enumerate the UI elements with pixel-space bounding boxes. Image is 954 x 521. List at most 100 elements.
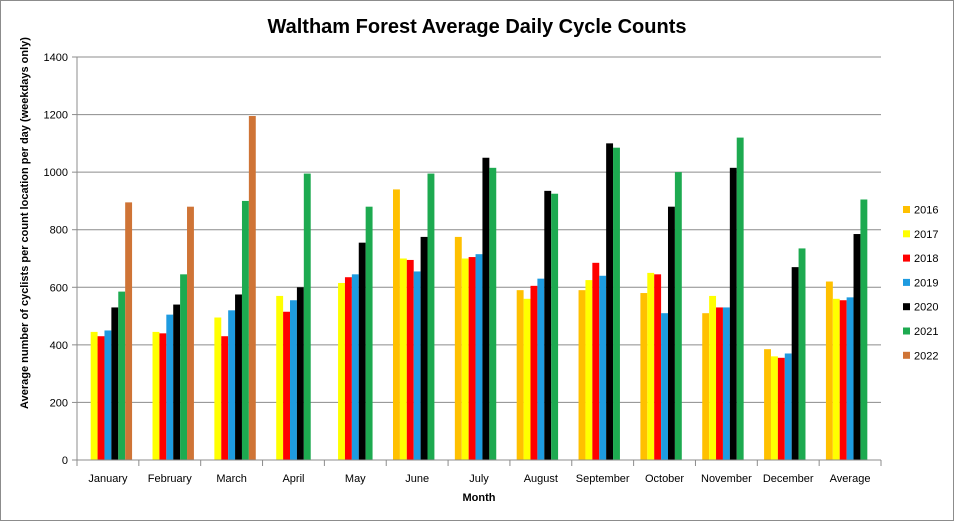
legend-label-2018: 2018	[914, 253, 938, 265]
y-tick-label: 0	[62, 455, 68, 467]
bar-2019-february	[166, 314, 174, 460]
bar-2018-may	[344, 277, 352, 460]
y-tick-label: 1000	[44, 167, 68, 179]
legend-swatch-2019	[903, 278, 910, 286]
legend-swatch-2022	[903, 351, 910, 359]
bar-2019-average	[846, 297, 854, 460]
bar-2021-july	[489, 167, 497, 460]
bar-2016-september	[578, 290, 586, 460]
bar-2020-november	[729, 167, 737, 460]
y-tick-label: 200	[50, 397, 68, 409]
legend-swatch-2020	[903, 303, 910, 311]
bar-2020-may	[358, 242, 366, 460]
bar-2018-december	[777, 357, 785, 460]
chart-title: Waltham Forest Average Daily Cycle Count…	[267, 16, 686, 38]
bar-2016-august	[516, 290, 524, 460]
legend-label-2016: 2016	[914, 205, 938, 217]
bar-2021-average	[860, 199, 868, 460]
bar-2018-april	[283, 311, 291, 460]
bar-2021-february	[180, 274, 188, 460]
bar-2019-april	[290, 300, 297, 460]
legend-swatch-2017	[903, 230, 910, 238]
x-tick-label: August	[524, 473, 558, 485]
bar-2019-july	[475, 254, 483, 460]
y-tick-label: 1400	[44, 52, 68, 64]
x-tick-label: February	[148, 473, 193, 485]
bar-2017-december	[770, 356, 778, 460]
bar-2017-april	[276, 295, 284, 460]
bar-2022-february	[187, 206, 194, 460]
bar-2019-november	[722, 307, 730, 460]
bar-2018-july	[468, 257, 476, 460]
bar-2020-december	[791, 267, 799, 460]
bar-2017-may	[338, 282, 345, 460]
legend-label-2022: 2022	[914, 350, 938, 362]
bar-2016-december	[764, 349, 771, 460]
bar-2020-february	[173, 304, 181, 460]
bar-2016-november	[702, 313, 710, 460]
bar-2016-average	[825, 281, 833, 460]
bar-2019-may	[351, 274, 359, 460]
x-tick-label: April	[282, 473, 304, 485]
bar-2021-december	[798, 248, 806, 460]
x-tick-label: October	[645, 473, 684, 485]
legend-label-2019: 2019	[914, 277, 938, 289]
legend-swatch-2018	[903, 254, 910, 262]
x-tick-label: July	[469, 473, 489, 485]
bar-2020-august	[544, 190, 552, 460]
legend-swatch-2016	[903, 206, 910, 213]
bar-2020-october	[667, 206, 675, 460]
bar-2017-average	[832, 298, 840, 460]
x-tick-label: December	[763, 473, 814, 485]
bar-2021-april	[303, 173, 311, 460]
bar-2017-november	[709, 295, 717, 460]
legend-label-2020: 2020	[914, 302, 938, 314]
bar-2017-march	[214, 317, 222, 460]
bar-2017-september	[585, 280, 593, 460]
bar-2016-july	[454, 236, 462, 460]
bar-2018-average	[839, 300, 847, 460]
bar-2017-august	[523, 298, 531, 460]
x-tick-label: January	[88, 473, 128, 485]
bar-2019-march	[228, 310, 236, 460]
bar-2019-october	[661, 313, 668, 460]
bar-2018-march	[221, 336, 229, 460]
bar-2018-february	[159, 333, 167, 460]
legend-swatch-2021	[903, 327, 910, 335]
x-tick-label: March	[216, 473, 247, 485]
bar-2018-november	[716, 307, 723, 460]
bar-2021-october	[674, 172, 682, 460]
bar-2021-november	[736, 137, 744, 460]
bar-2021-june	[427, 173, 435, 460]
bar-2018-june	[406, 259, 414, 460]
bar-2020-july	[482, 157, 490, 460]
bar-2020-april	[296, 287, 304, 460]
bar-2019-august	[537, 278, 545, 460]
bar-2020-september	[606, 143, 614, 460]
bar-2020-january	[111, 307, 119, 460]
bar-2020-average	[853, 234, 861, 460]
y-axis-title: Average number of cyclists per count loc…	[19, 37, 31, 409]
x-tick-label: May	[345, 473, 366, 485]
x-tick-label: November	[701, 473, 752, 485]
legend: 2016 2017 2018 2019 2020 2021 2022	[903, 205, 938, 362]
x-tick-label: September	[576, 473, 630, 485]
bar-2020-june	[420, 236, 428, 460]
bars	[90, 116, 868, 461]
bar-2017-june	[399, 258, 407, 460]
x-tick-label: Average	[830, 473, 871, 485]
bar-2019-december	[784, 353, 792, 460]
y-tick-label: 1200	[44, 110, 68, 122]
bar-2018-august	[530, 285, 538, 460]
y-tick-label: 800	[50, 225, 68, 237]
bar-2020-march	[235, 294, 242, 460]
bar-2021-march	[241, 200, 249, 460]
bar-2018-september	[592, 262, 600, 460]
bar-2019-september	[599, 275, 607, 460]
bar-2016-june	[393, 189, 400, 460]
legend-label-2021: 2021	[914, 326, 938, 338]
bar-2017-february	[152, 331, 160, 460]
bar-2017-january	[90, 331, 98, 460]
y-tick-label: 400	[50, 340, 68, 352]
